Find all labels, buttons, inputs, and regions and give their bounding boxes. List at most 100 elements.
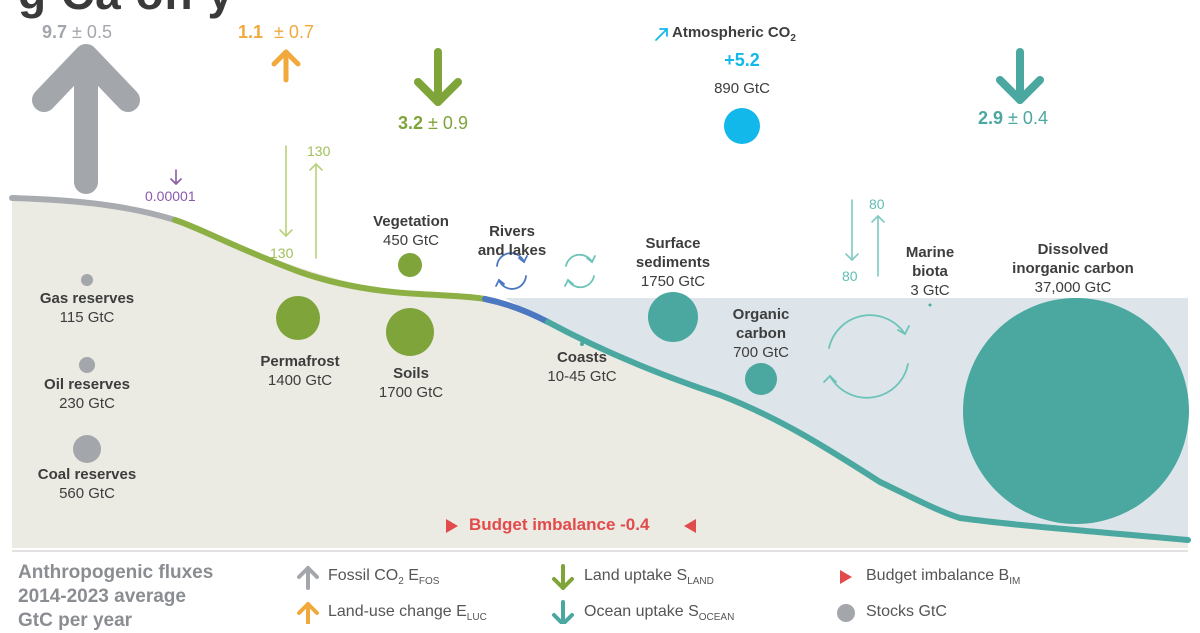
organic-value: 700 GtC: [733, 344, 789, 361]
legend-fossil-mid: E: [403, 567, 419, 584]
land-uptake-arrow: [414, 48, 462, 106]
budget-imbalance-right-icon: [684, 519, 696, 533]
marine-cycle-icon: [823, 314, 910, 399]
coasts-name: Coasts: [556, 349, 608, 366]
soils-value: 1700 GtC: [378, 384, 444, 401]
coasts-value: 10-45 GtC: [547, 368, 617, 385]
atmosphere-growth-icon: [655, 28, 668, 41]
fossil-flux-value: 9.7 ± 0.5: [42, 22, 112, 43]
legend-ocean-uptake-icon: [552, 600, 574, 624]
atmosphere-stock-circle: [724, 108, 760, 144]
legend-fossil: Fossil CO2 EFOS: [328, 567, 439, 587]
sediments-circle: [648, 292, 698, 342]
marine-value: 3 GtC: [910, 282, 950, 299]
land-use-flux-number: 1.1: [238, 22, 264, 42]
permafrost-name: Permafrost: [260, 353, 340, 370]
fossil-arrow: [32, 44, 140, 194]
legend-fossil-text: Fossil CO: [328, 567, 399, 584]
soils-circle: [386, 308, 434, 356]
land-uptake-flux-value: 3.2 ± 0.9: [398, 113, 468, 134]
legend-land-uptake: Land uptake SLAND: [584, 567, 714, 587]
page-title: g Ca on y: [18, 0, 234, 20]
fossil-flux-number: 9.7: [42, 22, 68, 42]
legend-heading-line2: 2014-2023 average: [18, 586, 186, 607]
gas-reserves-label: Gas reserves 115 GtC: [40, 289, 134, 327]
dic-circle: [963, 298, 1189, 524]
coal-reserves-value: 560 GtC: [59, 485, 115, 502]
legend-heading: Anthropogenic fluxes 2014-2023 average G…: [18, 561, 213, 633]
rivers-name-line1: Rivers: [489, 223, 535, 240]
organic-name-line2: carbon: [735, 325, 786, 342]
legend-budget-text: Budget imbalance B: [866, 567, 1010, 584]
legend-land-uptake-text: Land uptake S: [584, 567, 688, 584]
terrain-line-ocean: [545, 319, 1191, 543]
volcanic-flux-value: 0.00001: [145, 188, 196, 204]
coal-reserves-label: Coal reserves 560 GtC: [38, 465, 136, 503]
gas-reserves-circle: [81, 274, 93, 286]
permafrost-circle: [276, 296, 320, 340]
budget-imbalance-label: Budget imbalance -0.4: [469, 515, 650, 534]
land-ground: [12, 198, 1188, 548]
organic-carbon-label: Organic carbon 700 GtC: [733, 305, 790, 362]
legend-heading-line3: GtC per year: [18, 610, 133, 631]
vegetation-circle: [398, 253, 422, 277]
legend-ocean-uptake: Ocean uptake SOCEAN: [584, 603, 734, 623]
land-exchange-up: 130: [307, 143, 331, 159]
oil-reserves-value: 230 GtC: [59, 395, 115, 412]
land-uptake-flux-uncertainty: ± 0.9: [428, 113, 468, 133]
legend-stocks: Stocks GtC: [866, 603, 947, 620]
land-exchange-arrows: [279, 145, 323, 259]
ocean-exchange-down: 80: [842, 268, 858, 284]
legend-land-use: Land-use change ELUC: [328, 603, 487, 623]
budget-imbalance-left-icon: [446, 519, 458, 533]
coasts-cycle-icon: [564, 253, 596, 289]
gas-reserves-name: Gas reserves: [39, 290, 135, 307]
legend-land-uptake-sub: LAND: [687, 576, 714, 588]
land-use-arrow: [271, 49, 301, 83]
ocean-exchange-up: 80: [869, 196, 885, 212]
legend-land-use-sub: LUC: [466, 612, 487, 624]
sediments-name-line1: Surface: [645, 235, 701, 252]
terrain-line-rivers: [482, 296, 551, 325]
organic-carbon-circle: [745, 363, 777, 395]
land-exchange-down: 130: [270, 245, 294, 261]
atmosphere-label: Atmospheric CO2: [672, 24, 796, 44]
oil-reserves-label: Oil reserves 230 GtC: [44, 375, 130, 413]
sediments-value: 1750 GtC: [640, 273, 706, 290]
legend-fossil-sub1: 2: [398, 576, 404, 588]
sediments-name-line2: sediments: [635, 254, 711, 271]
vegetation-value: 450 GtC: [383, 232, 439, 249]
legend-land-use-icon: [297, 602, 319, 624]
ocean-uptake-flux-number: 2.9: [978, 108, 1004, 128]
ocean-exchange-arrows: [845, 199, 885, 277]
oil-reserves-circle: [79, 357, 95, 373]
vegetation-name: Vegetation: [373, 213, 449, 230]
legend-ocean-uptake-text: Ocean uptake S: [584, 603, 699, 620]
coasts-label: Coasts 10-45 GtC: [547, 348, 616, 386]
legend-fossil-icon: [297, 566, 319, 590]
atmosphere-label-text: Atmospheric CO: [672, 24, 791, 41]
marine-biota-label: Marine biota 3 GtC: [906, 243, 954, 300]
rivers-label: Rivers and lakes: [478, 222, 546, 260]
legend-land-use-text: Land-use change E: [328, 603, 467, 620]
dic-name-line1: Dissolved: [1037, 241, 1109, 258]
marine-name-line2: biota: [912, 263, 948, 280]
organic-name-line1: Organic: [732, 306, 790, 323]
oil-reserves-name: Oil reserves: [44, 376, 130, 393]
land-use-flux-value: 1.1 ± 0.7: [238, 22, 314, 43]
soils-label: Soils 1700 GtC: [379, 364, 443, 402]
dic-value: 37,000 GtC: [1034, 279, 1112, 296]
legend-ocean-uptake-sub: OCEAN: [698, 612, 735, 624]
coal-reserves-name: Coal reserves: [37, 466, 137, 483]
ocean-uptake-arrow: [996, 48, 1044, 104]
fossil-flux-uncertainty: ± 0.5: [72, 22, 112, 42]
ocean-uptake-flux-value: 2.9 ± 0.4: [978, 108, 1048, 129]
legend-fossil-sub2: FOS: [418, 576, 440, 588]
atmosphere-stock: 890 GtC: [714, 80, 770, 97]
permafrost-value: 1400 GtC: [267, 372, 333, 389]
coal-reserves-circle: [73, 435, 101, 463]
marine-biota-circle: [928, 303, 932, 307]
dic-label: Dissolved inorganic carbon 37,000 GtC: [1012, 240, 1134, 297]
vegetation-label: Vegetation 450 GtC: [373, 212, 449, 250]
